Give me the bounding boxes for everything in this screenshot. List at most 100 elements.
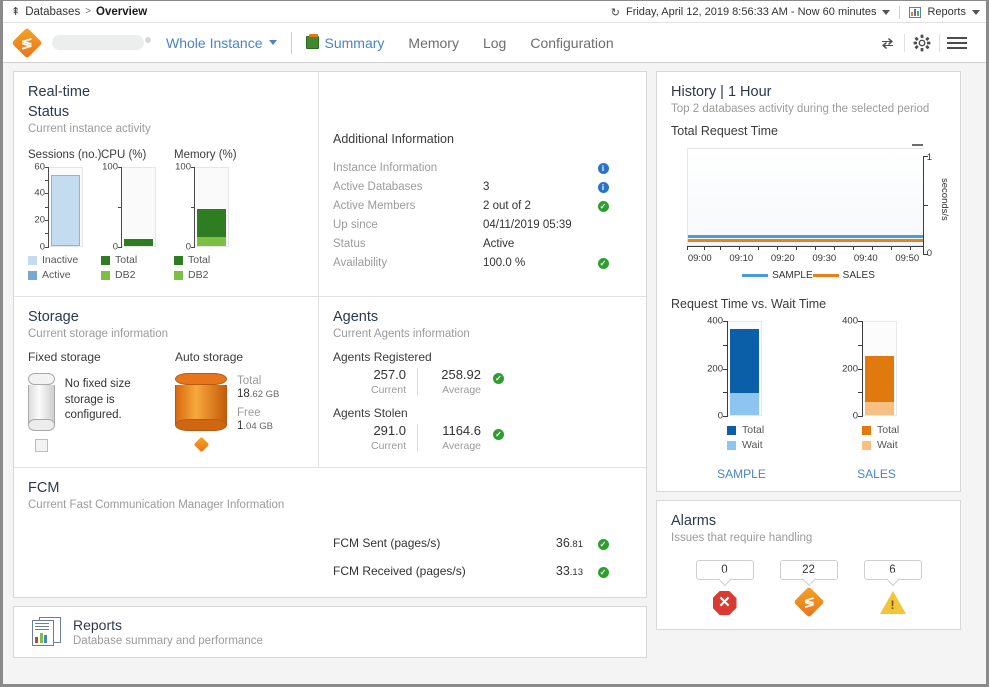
breadcrumb-root[interactable]: Databases xyxy=(25,5,81,18)
fcm-title: FCM xyxy=(28,480,60,496)
tab-summary-label: Summary xyxy=(324,34,385,51)
auto-total-label: Total xyxy=(237,375,262,387)
legend-item-sales[interactable]: SALES xyxy=(812,270,875,281)
auto-storage-stats: Total 18.62 GB Free 1.04 GB xyxy=(237,373,279,453)
main-content: Real-time Status Current instance activi… xyxy=(3,63,986,684)
legend-swatch xyxy=(742,274,769,277)
chart-cpu-yaxis: 100 0 xyxy=(101,162,121,253)
history-title: History | 1 Hour xyxy=(671,84,772,100)
ytick: 0 xyxy=(185,241,191,253)
agents-registered-label: Agents Registered xyxy=(333,350,432,364)
chart-cpu-title: CPU (%) xyxy=(101,149,147,161)
time-range-label[interactable]: Friday, April 12, 2019 8:56:33 AM - Now … xyxy=(625,6,877,18)
tab-memory[interactable]: Memory xyxy=(408,34,459,51)
refresh-icon[interactable] xyxy=(870,28,904,58)
additional-info-title: Additional Information xyxy=(333,132,454,146)
check-circle-icon: ✓ xyxy=(597,200,609,212)
chevron-down-icon xyxy=(268,40,277,45)
fixed-storage-note: No fixed size storage is configured. xyxy=(64,378,131,422)
check-circle-icon: ✓ xyxy=(597,257,609,269)
tab-summary[interactable]: Summary xyxy=(305,34,385,51)
warning-triangle-icon xyxy=(879,591,906,614)
info-value: 2 out of 2 xyxy=(483,199,531,212)
fixed-storage-block: Fixed storage No fixed size storage is c… xyxy=(28,350,157,455)
legend-item-sample[interactable]: SAMPLE xyxy=(742,270,813,281)
legend-label: DB2 xyxy=(188,269,209,281)
reports-chevron-down-icon[interactable] xyxy=(972,9,980,15)
ytick: 20 xyxy=(34,214,45,226)
navbar: ≶ Whole Instance Summary Memory Log Conf… xyxy=(3,23,986,63)
fcm-value-int: 33 xyxy=(555,564,570,578)
alarms-subtitle: Issues that require handling xyxy=(671,532,813,544)
sales-db-link[interactable]: SALES xyxy=(857,467,896,481)
axis-line xyxy=(723,321,728,417)
left-column: Real-time Status Current instance activi… xyxy=(13,71,647,684)
auto-free-label: Free xyxy=(237,407,261,419)
legend-label: Wait xyxy=(877,439,898,451)
reports-card[interactable]: Reports Database summary and performance xyxy=(13,606,647,658)
label: Current xyxy=(370,384,406,396)
value: 1164.6 xyxy=(442,423,481,438)
divider xyxy=(939,34,940,52)
axis-line xyxy=(118,167,122,248)
tab-configuration[interactable]: Configuration xyxy=(530,34,614,51)
alarm-critical[interactable]: 0 ✕ xyxy=(695,560,754,615)
sample-yaxis: 400 200 0 xyxy=(701,316,727,422)
legend-swatch xyxy=(174,255,183,265)
auto-free-value: 1 xyxy=(237,420,244,432)
axis-line xyxy=(858,321,863,417)
check-circle-icon: ✓ xyxy=(597,539,609,550)
total-request-time-chart: 1 0 seconds/s 09:00 09:10 09:20 09:30 09… xyxy=(671,144,950,281)
info-key: Up since xyxy=(333,218,378,231)
sample-db-link[interactable]: SAMPLE xyxy=(717,467,766,481)
legend-swatch xyxy=(101,270,110,280)
line-plot-area xyxy=(687,148,924,246)
chart-sessions-legend: Inactive Active xyxy=(28,254,101,281)
sales-yaxis: 400 200 0 xyxy=(836,316,862,422)
fcm-value-frac: .81 xyxy=(569,539,583,550)
ytick: 200 xyxy=(707,363,723,374)
ytick: 0 xyxy=(39,241,45,253)
info-key: Active Members xyxy=(333,199,416,212)
tab-log[interactable]: Log xyxy=(482,34,507,51)
info-row: Instance Information i xyxy=(333,158,632,177)
breadcrumb-separator: > xyxy=(85,6,92,17)
agents-stolen-average: 1164.6 Average xyxy=(418,423,493,452)
additional-information-panel: Additional Information Instance Informat… xyxy=(319,72,646,296)
info-status: ✓ xyxy=(593,200,613,212)
chart-sessions-title: Sessions (no.) xyxy=(28,149,102,161)
alarm-diamond-icon[interactable] xyxy=(193,436,209,453)
logo-diamond-icon[interactable]: ≶ xyxy=(11,26,43,59)
info-icon[interactable]: i xyxy=(597,181,609,193)
status-subtitle: Current instance activity xyxy=(28,123,151,135)
value: 257.0 xyxy=(373,367,406,382)
sample-legend: Total Wait xyxy=(701,424,796,451)
legend-swatch xyxy=(28,270,37,280)
xtick: 09:10 xyxy=(729,253,754,264)
time-range-chevron-down-icon[interactable] xyxy=(882,9,891,15)
reports-menu-label[interactable]: Reports xyxy=(927,6,966,18)
instance-selector[interactable]: Whole Instance xyxy=(166,35,277,51)
history-card: History | 1 Hour Top 2 databases activit… xyxy=(656,71,961,492)
info-icon[interactable]: i xyxy=(597,162,609,174)
legend-swatch xyxy=(28,255,37,265)
info-row: Active Members 2 out of 2 ✓ xyxy=(333,196,632,215)
info-value: 3 xyxy=(483,180,490,193)
home-icon[interactable]: ⇞ xyxy=(11,6,21,18)
gear-icon[interactable] xyxy=(905,28,939,58)
history-chart-title: Total Request Time xyxy=(671,124,778,138)
info-status: i xyxy=(593,162,613,174)
chart-request-wait-sample: 400 200 0 xyxy=(701,316,796,482)
auto-total-unit: .62 GB xyxy=(249,389,280,400)
xtick: 09:00 xyxy=(687,253,712,264)
report-icon xyxy=(32,617,62,647)
bar-sales-wait xyxy=(865,402,894,415)
alarm-warning-count: 6 xyxy=(863,560,922,580)
alarm-warning[interactable]: 6 xyxy=(863,560,922,615)
label: Average xyxy=(442,440,481,452)
menu-icon[interactable] xyxy=(940,28,974,58)
ytick: 0 xyxy=(112,241,118,253)
alarm-alarm[interactable]: 22 ≶ xyxy=(779,560,838,618)
bar-cpu-total xyxy=(124,238,153,246)
fcm-key: FCM Sent (pages/s) xyxy=(333,536,441,550)
